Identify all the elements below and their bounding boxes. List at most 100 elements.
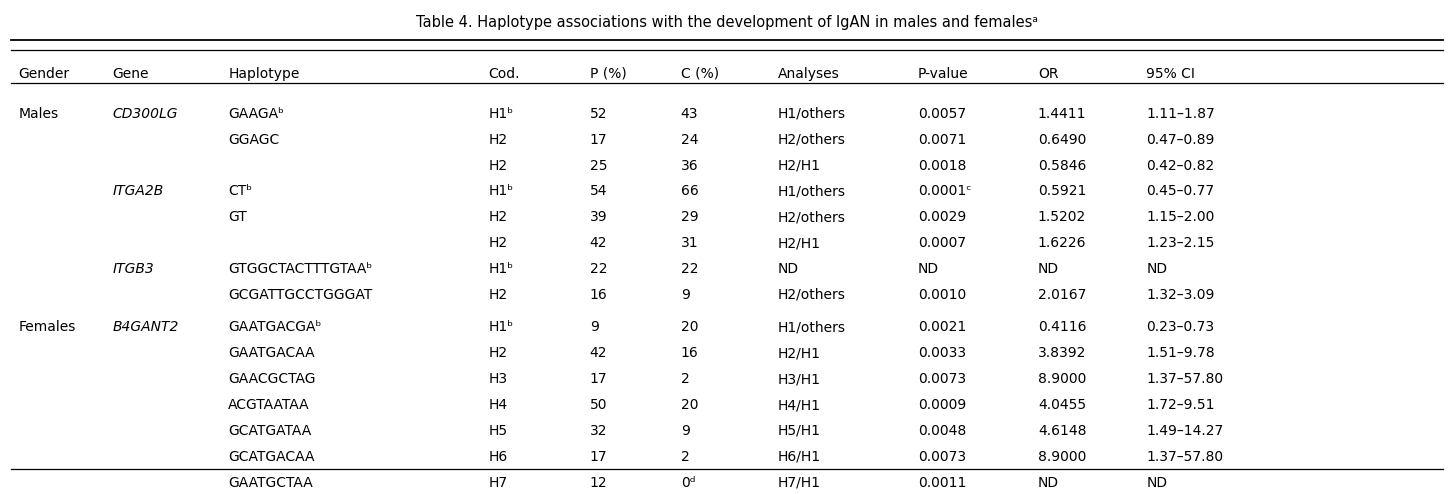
Text: GGAGC: GGAGC (228, 133, 279, 147)
Text: 24: 24 (680, 133, 698, 147)
Text: 0.0073: 0.0073 (917, 372, 965, 386)
Text: Table 4. Haplotype associations with the development of IgAN in males and female: Table 4. Haplotype associations with the… (416, 15, 1038, 30)
Text: H4: H4 (489, 398, 507, 412)
Text: H7: H7 (489, 476, 507, 490)
Text: H2/H1: H2/H1 (778, 236, 820, 250)
Text: GTGGCTACTTTGTAAᵇ: GTGGCTACTTTGTAAᵇ (228, 262, 372, 276)
Text: 17: 17 (590, 372, 608, 386)
Text: 12: 12 (590, 476, 608, 490)
Text: 0.0009: 0.0009 (917, 398, 965, 412)
Text: CD300LG: CD300LG (112, 107, 177, 121)
Text: H1/others: H1/others (778, 320, 846, 334)
Text: B4GANT2: B4GANT2 (112, 320, 179, 334)
Text: ACGTAATAA: ACGTAATAA (228, 398, 310, 412)
Text: 0.0021: 0.0021 (917, 320, 965, 334)
Text: 20: 20 (680, 398, 698, 412)
Text: H1ᵇ: H1ᵇ (489, 320, 513, 334)
Text: 32: 32 (590, 424, 608, 438)
Text: 1.37–57.80: 1.37–57.80 (1146, 450, 1223, 464)
Text: 1.49–14.27: 1.49–14.27 (1146, 424, 1223, 438)
Text: 17: 17 (590, 450, 608, 464)
Text: 0.0048: 0.0048 (917, 424, 965, 438)
Text: GCGATTGCCTGGGAT: GCGATTGCCTGGGAT (228, 288, 372, 302)
Text: 20: 20 (680, 320, 698, 334)
Text: 0.0011: 0.0011 (917, 476, 967, 490)
Text: H2: H2 (489, 133, 507, 147)
Text: 95% CI: 95% CI (1146, 67, 1195, 81)
Text: 16: 16 (590, 288, 608, 302)
Text: GT: GT (228, 210, 247, 224)
Text: 0.0010: 0.0010 (917, 288, 965, 302)
Text: ND: ND (917, 262, 939, 276)
Text: 39: 39 (590, 210, 608, 224)
Text: 3.8392: 3.8392 (1038, 346, 1086, 360)
Text: Males: Males (19, 107, 58, 121)
Text: 0.6490: 0.6490 (1038, 133, 1086, 147)
Text: GAAGAᵇ: GAAGAᵇ (228, 107, 284, 121)
Text: H2/others: H2/others (778, 288, 845, 302)
Text: 1.11–1.87: 1.11–1.87 (1146, 107, 1216, 121)
Text: 0.23–0.73: 0.23–0.73 (1146, 320, 1214, 334)
Text: H2/H1: H2/H1 (778, 159, 820, 172)
Text: 52: 52 (590, 107, 608, 121)
Text: H4/H1: H4/H1 (778, 398, 820, 412)
Text: 17: 17 (590, 133, 608, 147)
Text: 1.23–2.15: 1.23–2.15 (1146, 236, 1214, 250)
Text: 36: 36 (680, 159, 698, 172)
Text: 0.0073: 0.0073 (917, 450, 965, 464)
Text: 0ᵈ: 0ᵈ (680, 476, 695, 490)
Text: Cod.: Cod. (489, 67, 521, 81)
Text: 22: 22 (680, 262, 698, 276)
Text: 42: 42 (590, 236, 608, 250)
Text: 22: 22 (590, 262, 608, 276)
Text: 1.15–2.00: 1.15–2.00 (1146, 210, 1214, 224)
Text: 1.37–57.80: 1.37–57.80 (1146, 372, 1223, 386)
Text: ND: ND (1038, 262, 1059, 276)
Text: 0.42–0.82: 0.42–0.82 (1146, 159, 1214, 172)
Text: H2: H2 (489, 159, 507, 172)
Text: P-value: P-value (917, 67, 968, 81)
Text: GAATGCTAA: GAATGCTAA (228, 476, 313, 490)
Text: 0.0007: 0.0007 (917, 236, 965, 250)
Text: H3: H3 (489, 372, 507, 386)
Text: 0.0018: 0.0018 (917, 159, 967, 172)
Text: 9: 9 (680, 424, 689, 438)
Text: Haplotype: Haplotype (228, 67, 300, 81)
Text: H1ᵇ: H1ᵇ (489, 184, 513, 199)
Text: Gene: Gene (112, 67, 150, 81)
Text: 9: 9 (680, 288, 689, 302)
Text: 2: 2 (680, 372, 689, 386)
Text: 0.0071: 0.0071 (917, 133, 965, 147)
Text: 2.0167: 2.0167 (1038, 288, 1086, 302)
Text: H2/others: H2/others (778, 133, 845, 147)
Text: 2: 2 (680, 450, 689, 464)
Text: 1.5202: 1.5202 (1038, 210, 1086, 224)
Text: Females: Females (19, 320, 76, 334)
Text: 9: 9 (590, 320, 599, 334)
Text: 31: 31 (680, 236, 698, 250)
Text: H5: H5 (489, 424, 507, 438)
Text: CTᵇ: CTᵇ (228, 184, 253, 199)
Text: H2: H2 (489, 236, 507, 250)
Text: 66: 66 (680, 184, 698, 199)
Text: H2: H2 (489, 346, 507, 360)
Text: ND: ND (1146, 476, 1168, 490)
Text: ND: ND (1038, 476, 1059, 490)
Text: 0.5921: 0.5921 (1038, 184, 1086, 199)
Text: GAACGCTAG: GAACGCTAG (228, 372, 316, 386)
Text: 25: 25 (590, 159, 608, 172)
Text: H2: H2 (489, 210, 507, 224)
Text: Gender: Gender (19, 67, 70, 81)
Text: 16: 16 (680, 346, 698, 360)
Text: GCATGACAA: GCATGACAA (228, 450, 314, 464)
Text: 42: 42 (590, 346, 608, 360)
Text: 4.0455: 4.0455 (1038, 398, 1086, 412)
Text: Analyses: Analyses (778, 67, 839, 81)
Text: 4.6148: 4.6148 (1038, 424, 1086, 438)
Text: GCATGATAA: GCATGATAA (228, 424, 311, 438)
Text: 0.45–0.77: 0.45–0.77 (1146, 184, 1214, 199)
Text: 0.5846: 0.5846 (1038, 159, 1086, 172)
Text: H2: H2 (489, 288, 507, 302)
Text: H1ᵇ: H1ᵇ (489, 107, 513, 121)
Text: H1ᵇ: H1ᵇ (489, 262, 513, 276)
